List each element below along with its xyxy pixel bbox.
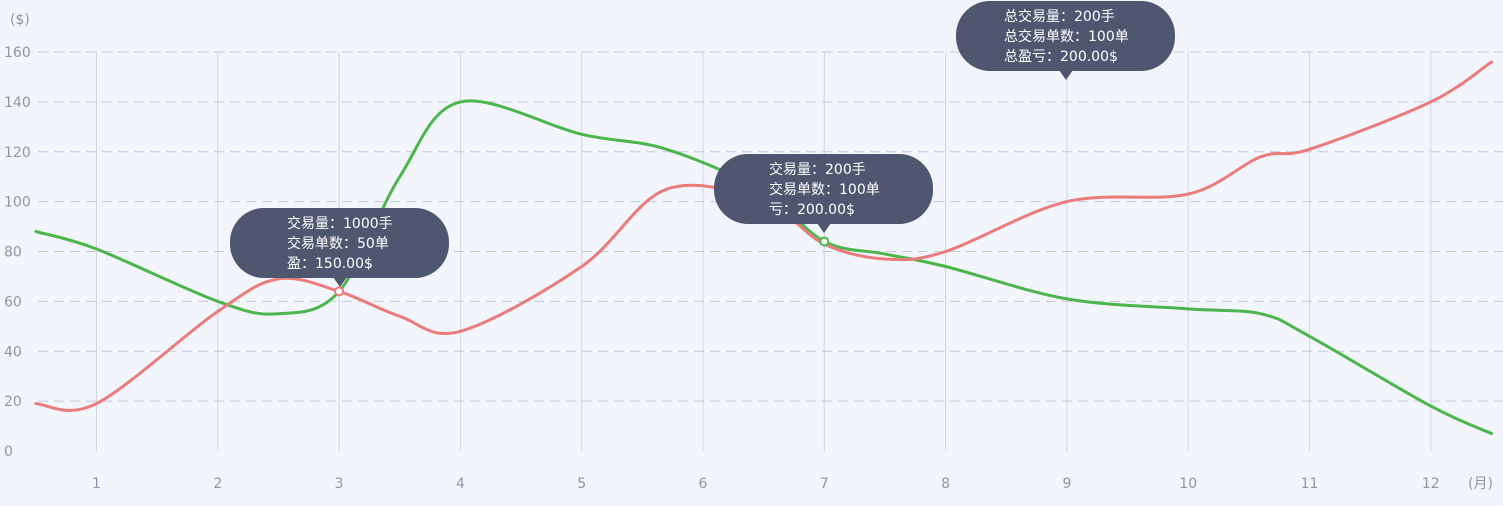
y-tick-label: 0 bbox=[4, 444, 13, 460]
tooltip-summary: 总交易量：200手 总交易单数：100单 总盈亏：200.00$ bbox=[956, 1, 1175, 80]
tooltip-orders: 交易单数：50单 bbox=[287, 236, 389, 252]
x-unit-label: (月) bbox=[1468, 476, 1493, 492]
data-point-marker bbox=[334, 286, 345, 297]
tooltip-pnl: 亏：200.00$ bbox=[769, 202, 855, 218]
y-tick-label: 80 bbox=[4, 245, 22, 261]
tooltip-pnl: 盈：150.00$ bbox=[287, 256, 373, 272]
tooltip-month-7: 交易量：200手 交易单数：100单 亏：200.00$ bbox=[714, 154, 933, 233]
tooltip-volume: 交易量：1000手 bbox=[287, 216, 393, 232]
x-tick-label: 10 bbox=[1179, 476, 1197, 492]
y-tick-label: 160 bbox=[4, 45, 31, 61]
y-tick-label: 100 bbox=[4, 195, 31, 211]
x-tick-label: 6 bbox=[699, 476, 708, 492]
data-point-marker bbox=[819, 236, 830, 247]
y-tick-label: 120 bbox=[4, 145, 31, 161]
tooltip-volume: 交易量：200手 bbox=[769, 162, 866, 178]
tooltip-total-pnl: 总盈亏：200.00$ bbox=[1004, 49, 1118, 65]
x-tick-label: 2 bbox=[213, 476, 222, 492]
tooltip-total-orders: 总交易单数：100单 bbox=[1004, 29, 1129, 45]
x-tick-label: 11 bbox=[1301, 476, 1319, 492]
x-tick-label: 5 bbox=[577, 476, 586, 492]
x-tick-label: 3 bbox=[335, 476, 344, 492]
x-tick-label: 4 bbox=[456, 476, 465, 492]
x-tick-label: 7 bbox=[820, 476, 829, 492]
tooltip-month-3: 交易量：1000手 交易单数：50单 盈：150.00$ bbox=[230, 208, 449, 287]
x-tick-label: 8 bbox=[941, 476, 950, 492]
y-unit-label: ($) bbox=[10, 12, 30, 28]
x-tick-label: 9 bbox=[1062, 476, 1071, 492]
y-tick-label: 140 bbox=[4, 95, 31, 111]
y-tick-label: 60 bbox=[4, 294, 22, 310]
tooltip-total-volume: 总交易量：200手 bbox=[1004, 9, 1115, 25]
x-tick-label: 1 bbox=[92, 476, 101, 492]
y-tick-label: 20 bbox=[4, 394, 22, 410]
y-tick-label: 40 bbox=[4, 344, 22, 360]
x-tick-label: 12 bbox=[1422, 476, 1440, 492]
tooltip-orders: 交易单数：100单 bbox=[769, 182, 880, 198]
